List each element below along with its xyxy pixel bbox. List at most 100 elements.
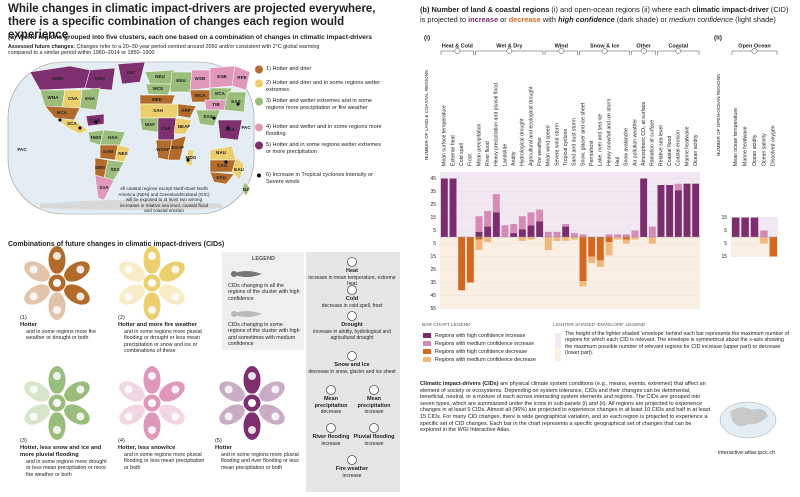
y-axis-label: NUMBER OF OPEN-OCEAN REGIONS: [716, 74, 721, 156]
envelope-swatch: [555, 333, 561, 347]
category-label: Mean ocean temperature: [733, 108, 739, 166]
region-code: SWS: [95, 165, 105, 170]
bar: [614, 234, 622, 237]
bar: [484, 226, 492, 237]
petal-icon: [224, 412, 233, 421]
petal-icon: [76, 385, 85, 394]
legend-item-title: Cold: [345, 296, 359, 302]
legend-item-text: increase: [342, 473, 362, 479]
category-label: Radiation at surface: [650, 120, 656, 166]
map-region: [79, 87, 101, 111]
bar: [510, 233, 518, 237]
wheel-center-icon: [148, 279, 156, 287]
wheel-text: and in some regions more pluvial floodin…: [124, 452, 205, 471]
bar: [579, 234, 587, 237]
category-label: Mean surface temperature: [442, 105, 448, 166]
bar: [562, 226, 570, 237]
y-tick-label: 5: [433, 241, 436, 247]
category-label: Coastal erosion: [676, 130, 682, 166]
legend-icon: [326, 385, 336, 395]
bar: [614, 237, 622, 240]
y-tick-label: 25: [430, 267, 436, 273]
bar: [553, 231, 561, 237]
category-label: Severe wind storm: [554, 123, 560, 166]
wheel-number: (5): [215, 438, 222, 444]
wheel-center-icon: [53, 399, 61, 407]
category-label: Ocean salinity: [761, 133, 767, 166]
map-region: [84, 67, 116, 91]
petal: [159, 404, 185, 425]
group-name: Open Ocean: [738, 43, 771, 49]
region-code: SCA: [67, 121, 77, 126]
region-code: WSAF: [156, 147, 170, 152]
y-tick-label: 15: [721, 215, 727, 221]
legend-item-title: Fire weather: [335, 466, 369, 472]
legend-item-title: Heat: [346, 268, 358, 274]
petal-icon: [76, 292, 85, 301]
title-part: high confidence: [558, 15, 615, 24]
bar: [760, 237, 768, 244]
wheel-number: (2): [118, 315, 125, 321]
petal-icon: [76, 265, 85, 274]
region-code: SEA: [225, 127, 235, 132]
category-label: Mean wind speed: [546, 125, 552, 166]
y-tick-label: 5: [724, 228, 727, 234]
category-label: Sand and dust storm: [572, 118, 578, 166]
bar: [622, 239, 630, 244]
category-label: Cold spell: [459, 143, 465, 166]
legend-item-text: increase: [321, 441, 341, 447]
bar: [527, 237, 535, 240]
region-code: SAH: [153, 108, 163, 113]
bar: [536, 221, 544, 237]
bar: [475, 237, 483, 240]
region-code: TIB: [212, 102, 220, 107]
region-code: NEN: [95, 76, 105, 81]
petal-icon: [248, 372, 256, 380]
legend-shape: [232, 271, 262, 277]
bar: [622, 237, 630, 240]
url[interactable]: interactive-atlas.ipcc.ch: [718, 450, 776, 456]
category-label: River flood: [485, 141, 491, 166]
petal: [219, 381, 245, 402]
map-region: [177, 103, 197, 119]
bar: [631, 237, 639, 240]
category-label: Frost: [468, 154, 474, 166]
legend-item-title: Pluvial flooding: [353, 434, 395, 440]
y-tick-label: 15: [721, 254, 727, 260]
region-code: ECA: [215, 91, 225, 96]
wheel-text: and in some regions more pluvial floodin…: [221, 452, 299, 471]
legend-label: Regions with medium confidence decrease: [435, 357, 536, 363]
bar: [657, 185, 665, 237]
category-label: Tropical cyclone: [563, 129, 569, 166]
note: Assessed future changes: Changes refer t…: [8, 44, 338, 57]
category-label: Ocean acidity: [752, 134, 758, 166]
legend-swatch: [423, 341, 431, 346]
wheel-center-icon: [248, 399, 256, 407]
cluster-swatch: [255, 123, 263, 132]
panel-label: (i): [424, 35, 430, 42]
wheel-number: (4): [118, 438, 125, 444]
legend-item-title: Mean precipitation: [357, 396, 391, 409]
wheel-text: and in some regions more pluvial floodin…: [124, 329, 202, 355]
region-code: NWN: [53, 76, 65, 81]
petal-icon: [29, 385, 38, 394]
y-tick-label: 35: [430, 189, 436, 195]
bar: [527, 212, 535, 226]
region-code: NEU: [155, 74, 165, 79]
region-code: WCE: [153, 86, 164, 91]
bar: [741, 217, 749, 237]
category-label: Air pollution weather: [632, 119, 638, 166]
region-code: NWS: [91, 135, 102, 140]
bar: [692, 183, 700, 237]
title-part: (light shade): [733, 15, 776, 24]
region-code: MED: [152, 97, 163, 102]
group-icon: [675, 48, 682, 54]
region-code: NCA: [57, 110, 68, 115]
bar: [527, 225, 535, 237]
region-code: SAU: [216, 175, 226, 180]
group-icon: [454, 48, 461, 54]
bar: [605, 234, 613, 237]
y-tick-label: 15: [430, 254, 436, 260]
petal-icon: [29, 412, 38, 421]
